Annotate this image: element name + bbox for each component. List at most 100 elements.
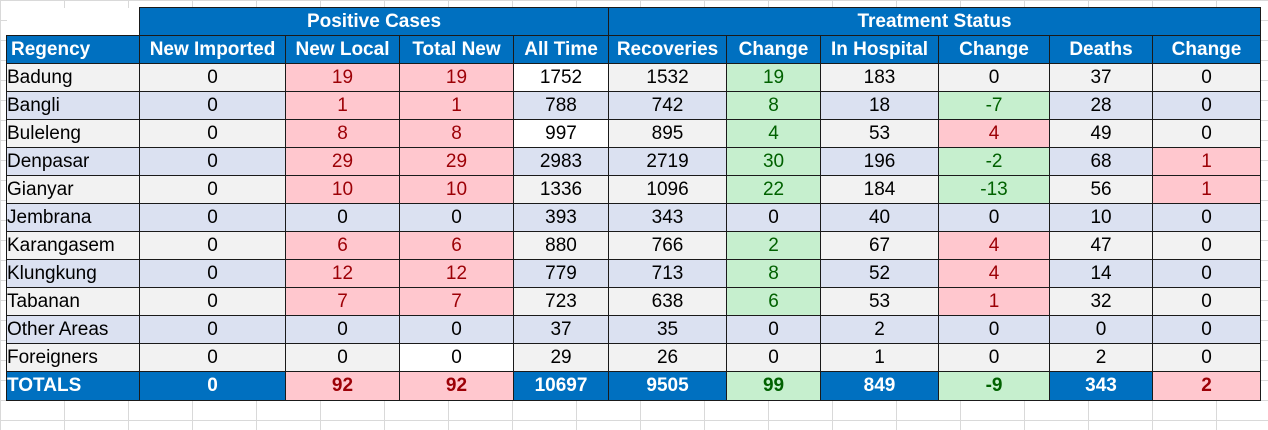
cell-new-imported: 0 xyxy=(139,315,286,344)
cell-recoveries-change: 0 xyxy=(726,203,822,232)
cell-recoveries-change: 2 xyxy=(726,231,822,260)
cell-regency: Tabanan xyxy=(6,287,140,316)
total-new-local: 92 xyxy=(285,371,400,401)
cell-new-local: 19 xyxy=(285,63,400,92)
table-row: Jembrana 0 0 0 393 343 0 40 0 10 0 xyxy=(6,203,1262,232)
cell-total-new: 0 xyxy=(399,315,514,344)
cell-new-imported: 0 xyxy=(139,231,286,260)
cell-total-new: 29 xyxy=(399,147,514,176)
cell-new-imported: 0 xyxy=(139,119,286,148)
cell-deaths: 0 xyxy=(1049,315,1154,344)
cell-recoveries: 343 xyxy=(608,203,728,232)
cell-total-new: 1 xyxy=(399,91,514,120)
total-all-time: 10697 xyxy=(512,371,610,401)
col-header-deaths: Deaths xyxy=(1049,35,1154,64)
cell-recoveries: 766 xyxy=(608,231,728,260)
cell-recoveries-change: 19 xyxy=(726,63,822,92)
cell-new-local: 29 xyxy=(285,147,400,176)
cell-in-hospital: 40 xyxy=(820,203,940,232)
cell-deaths-change: 0 xyxy=(1152,119,1262,148)
total-in-hospital: 849 xyxy=(820,371,940,401)
cell-deaths-change: 0 xyxy=(1152,203,1262,232)
table-row: Klungkung 0 12 12 779 713 8 52 4 14 0 xyxy=(6,259,1262,288)
col-header-new-local: New Local xyxy=(285,35,400,64)
cell-hospital-change: 0 xyxy=(938,203,1051,232)
table-row: Buleleng 0 8 8 997 895 4 53 4 49 0 xyxy=(6,119,1262,148)
cell-hospital-change: 4 xyxy=(938,259,1051,288)
table-row: Badung 0 19 19 1752 1532 19 183 0 37 0 xyxy=(6,63,1262,92)
cell-deaths: 14 xyxy=(1049,259,1154,288)
cell-new-local: 10 xyxy=(285,175,400,204)
total-deaths: 343 xyxy=(1049,371,1154,401)
cell-deaths-change: 1 xyxy=(1152,175,1262,204)
corner-cell xyxy=(6,7,140,36)
cell-hospital-change: 4 xyxy=(938,231,1051,260)
cell-deaths: 28 xyxy=(1049,91,1154,120)
cell-regency: Denpasar xyxy=(6,147,140,176)
cell-recoveries-change: 0 xyxy=(726,343,822,372)
cell-recoveries: 2719 xyxy=(608,147,728,176)
cell-in-hospital: 184 xyxy=(820,175,940,204)
cell-deaths-change: 0 xyxy=(1152,315,1262,344)
cell-deaths: 56 xyxy=(1049,175,1154,204)
cell-regency: Badung xyxy=(6,63,140,92)
cell-total-new: 7 xyxy=(399,287,514,316)
cell-hospital-change: 1 xyxy=(938,287,1051,316)
cell-deaths-change: 0 xyxy=(1152,287,1262,316)
cell-in-hospital: 52 xyxy=(820,259,940,288)
cell-deaths: 32 xyxy=(1049,287,1154,316)
cell-in-hospital: 1 xyxy=(820,343,940,372)
cell-new-local: 0 xyxy=(285,343,400,372)
total-recoveries-change: 99 xyxy=(726,371,822,401)
cell-all-time: 37 xyxy=(512,315,610,344)
cell-hospital-change: -13 xyxy=(938,175,1051,204)
table-row: Denpasar 0 29 29 2983 2719 30 196 -2 68 1 xyxy=(6,147,1262,176)
cell-all-time: 788 xyxy=(512,91,610,120)
cell-new-local: 7 xyxy=(285,287,400,316)
total-deaths-change: 2 xyxy=(1152,371,1262,401)
cell-new-local: 12 xyxy=(285,259,400,288)
cell-all-time: 1752 xyxy=(512,63,610,92)
table-row: Bangli 0 1 1 788 742 8 18 -7 28 0 xyxy=(6,91,1262,120)
table-row: Karangasem 0 6 6 880 766 2 67 4 47 0 xyxy=(6,231,1262,260)
cell-deaths: 47 xyxy=(1049,231,1154,260)
cell-new-local: 0 xyxy=(285,315,400,344)
cell-new-imported: 0 xyxy=(139,203,286,232)
cell-total-new: 10 xyxy=(399,175,514,204)
cell-all-time: 779 xyxy=(512,259,610,288)
cell-regency: Gianyar xyxy=(6,175,140,204)
cell-in-hospital: 2 xyxy=(820,315,940,344)
cell-deaths-change: 0 xyxy=(1152,63,1262,92)
cell-in-hospital: 196 xyxy=(820,147,940,176)
cell-all-time: 29 xyxy=(512,343,610,372)
col-header-recoveries: Recoveries xyxy=(608,35,728,64)
cell-new-local: 6 xyxy=(285,231,400,260)
cell-deaths: 37 xyxy=(1049,63,1154,92)
cell-total-new: 12 xyxy=(399,259,514,288)
cell-new-imported: 0 xyxy=(139,175,286,204)
cell-total-new: 0 xyxy=(399,343,514,372)
cell-recoveries: 1096 xyxy=(608,175,728,204)
positive-cases-group-header: Positive Cases xyxy=(138,7,610,36)
cell-deaths-change: 1 xyxy=(1152,147,1262,176)
col-header-regency: Regency xyxy=(6,35,140,64)
cell-in-hospital: 18 xyxy=(820,91,940,120)
cell-regency: Buleleng xyxy=(6,119,140,148)
total-new-imported: 0 xyxy=(139,371,286,401)
cell-new-imported: 0 xyxy=(139,91,286,120)
total-hospital-change: -9 xyxy=(938,371,1051,401)
cell-in-hospital: 53 xyxy=(820,287,940,316)
group-header-row: Positive Cases Treatment Status xyxy=(6,7,1262,36)
totals-row: TOTALS 0 92 92 10697 9505 99 849 -9 343 2 xyxy=(6,371,1262,401)
table-row: Tabanan 0 7 7 723 638 6 53 1 32 0 xyxy=(6,287,1262,316)
covid-cases-table: Positive Cases Treatment Status Regency … xyxy=(6,7,1262,401)
table-row: Gianyar 0 10 10 1336 1096 22 184 -13 56 1 xyxy=(6,175,1262,204)
cell-deaths: 2 xyxy=(1049,343,1154,372)
total-recoveries: 9505 xyxy=(608,371,728,401)
cell-deaths-change: 0 xyxy=(1152,231,1262,260)
col-header-new-imported: New Imported xyxy=(139,35,286,64)
cell-deaths: 68 xyxy=(1049,147,1154,176)
cell-regency: Foreigners xyxy=(6,343,140,372)
cell-all-time: 2983 xyxy=(512,147,610,176)
cell-all-time: 880 xyxy=(512,231,610,260)
